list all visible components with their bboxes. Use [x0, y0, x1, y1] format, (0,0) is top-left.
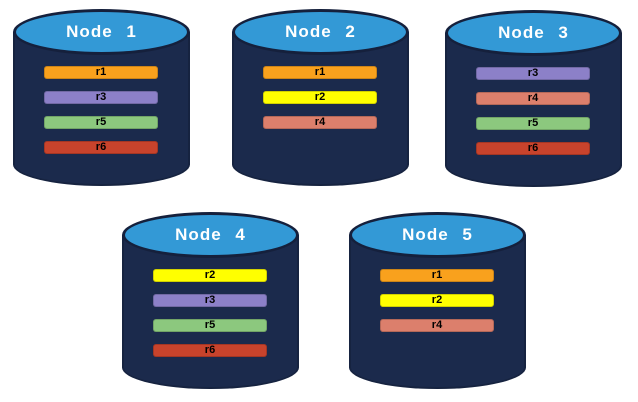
- replica-label: r3: [95, 91, 107, 103]
- replica-label: r6: [527, 142, 539, 154]
- replica-label: r5: [95, 116, 107, 128]
- replica-label: r6: [204, 344, 216, 356]
- cylinder-body: [13, 32, 190, 186]
- node-title: Node 5: [402, 225, 473, 244]
- node-title: Node 4: [175, 225, 246, 244]
- replica-bar-list: r1 r2 r4: [380, 269, 494, 332]
- replica-bar-r5: r5: [44, 116, 158, 129]
- replica-bar-r1: r1: [44, 66, 158, 79]
- replica-label: r3: [204, 294, 216, 306]
- replica-label: r2: [314, 91, 326, 103]
- cylinder-top: Node 4: [122, 212, 299, 258]
- replica-bar-list: r1 r2 r4: [263, 66, 377, 129]
- node-cylinder: Node 4 r2 r3 r5 r6: [122, 212, 299, 389]
- replica-bar-list: r3 r4 r5 r6: [476, 67, 590, 155]
- replica-bar-r4: r4: [380, 319, 494, 332]
- replica-bar-r4: r4: [476, 92, 590, 105]
- node-cylinder: Node 3 r3 r4 r5 r6: [445, 10, 622, 187]
- replica-label: r3: [527, 67, 539, 79]
- cylinder-top: Node 1: [13, 9, 190, 55]
- cylinder-body: [445, 33, 622, 187]
- replica-bar-r3: r3: [44, 91, 158, 104]
- replica-bar-r6: r6: [153, 344, 267, 357]
- replica-bar-list: r2 r3 r5 r6: [153, 269, 267, 357]
- node-cylinder: Node 1 r1 r3 r5 r6: [13, 9, 190, 186]
- replica-label: r2: [204, 269, 216, 281]
- replica-bar-r6: r6: [44, 141, 158, 154]
- replica-label: r4: [527, 92, 539, 104]
- node-cylinder: Node 2 r1 r2 r4: [232, 9, 409, 186]
- node-cylinder: Node 5 r1 r2 r4: [349, 212, 526, 389]
- replica-label: r1: [95, 66, 107, 78]
- replica-bar-r5: r5: [153, 319, 267, 332]
- cylinder-body: [349, 235, 526, 389]
- node-title: Node 2: [285, 22, 356, 41]
- replica-label: r5: [204, 319, 216, 331]
- replica-bar-r5: r5: [476, 117, 590, 130]
- replica-label: r4: [431, 319, 443, 331]
- cylinder-body: [232, 32, 409, 186]
- replica-label: r1: [431, 269, 443, 281]
- cylinder-top: Node 2: [232, 9, 409, 55]
- replica-bar-r6: r6: [476, 142, 590, 155]
- node-title: Node 1: [66, 22, 137, 41]
- cylinder-body: [122, 235, 299, 389]
- node-title: Node 3: [498, 23, 569, 42]
- replica-label: r6: [95, 141, 107, 153]
- replica-label: r1: [314, 66, 326, 78]
- replica-label: r2: [431, 294, 443, 306]
- replica-bar-r3: r3: [153, 294, 267, 307]
- replica-bar-r1: r1: [263, 66, 377, 79]
- replica-bar-r2: r2: [263, 91, 377, 104]
- cylinder-top: Node 3: [445, 10, 622, 56]
- replica-bar-r3: r3: [476, 67, 590, 80]
- replica-bar-r4: r4: [263, 116, 377, 129]
- replica-bar-r2: r2: [380, 294, 494, 307]
- replica-bar-r1: r1: [380, 269, 494, 282]
- cylinder-top: Node 5: [349, 212, 526, 258]
- replica-label: r4: [314, 116, 326, 128]
- replica-bar-list: r1 r3 r5 r6: [44, 66, 158, 154]
- replica-label: r5: [527, 117, 539, 129]
- replica-bar-r2: r2: [153, 269, 267, 282]
